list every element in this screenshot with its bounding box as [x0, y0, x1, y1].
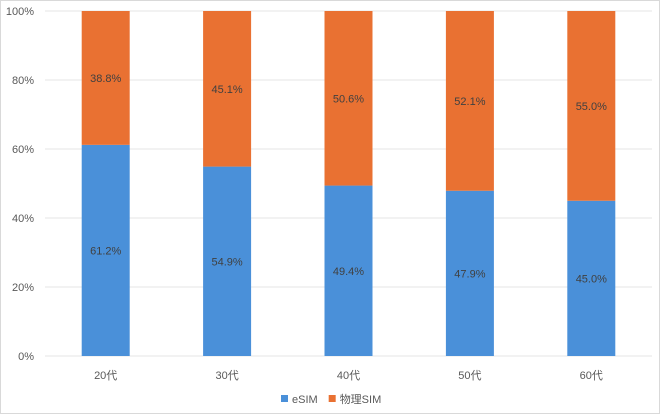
data-label: 61.2%: [90, 245, 121, 257]
bar-esim: [324, 185, 373, 356]
legend-label: eSIM: [292, 394, 318, 406]
y-tick-label: 0%: [18, 351, 34, 363]
data-label: 45.0%: [576, 273, 607, 285]
bar-physical-sim: [567, 11, 616, 201]
bar-physical-sim: [203, 11, 252, 167]
x-tick-label: 30代: [215, 369, 238, 382]
x-tick-label: 20代: [94, 369, 117, 382]
data-label: 38.8%: [90, 73, 121, 85]
bar-physical-sim: [324, 11, 373, 186]
data-label: 49.4%: [333, 266, 364, 278]
bar-esim: [567, 200, 616, 356]
y-tick-label: 20%: [12, 282, 34, 294]
legend-swatch: [281, 395, 288, 402]
bar-esim: [81, 144, 130, 356]
bar-esim: [203, 166, 252, 356]
y-tick-label: 100%: [6, 6, 34, 18]
y-tick-label: 60%: [12, 144, 34, 156]
data-label: 52.1%: [454, 96, 485, 108]
bar-physical-sim: [81, 11, 130, 145]
data-label: 45.1%: [211, 84, 242, 96]
bar-esim: [445, 190, 494, 356]
x-tick-label: 40代: [337, 369, 360, 382]
x-tick-label: 50代: [458, 369, 481, 382]
data-label: 54.9%: [211, 256, 242, 268]
data-label: 50.6%: [333, 93, 364, 105]
x-tick-label: 60代: [580, 369, 603, 382]
bar-physical-sim: [445, 11, 494, 191]
data-label: 47.9%: [454, 268, 485, 280]
legend-label: 物理SIM: [340, 392, 382, 406]
data-label: 55.0%: [576, 101, 607, 113]
y-tick-label: 80%: [12, 75, 34, 87]
y-tick-label: 40%: [12, 213, 34, 225]
legend-swatch: [328, 395, 336, 402]
